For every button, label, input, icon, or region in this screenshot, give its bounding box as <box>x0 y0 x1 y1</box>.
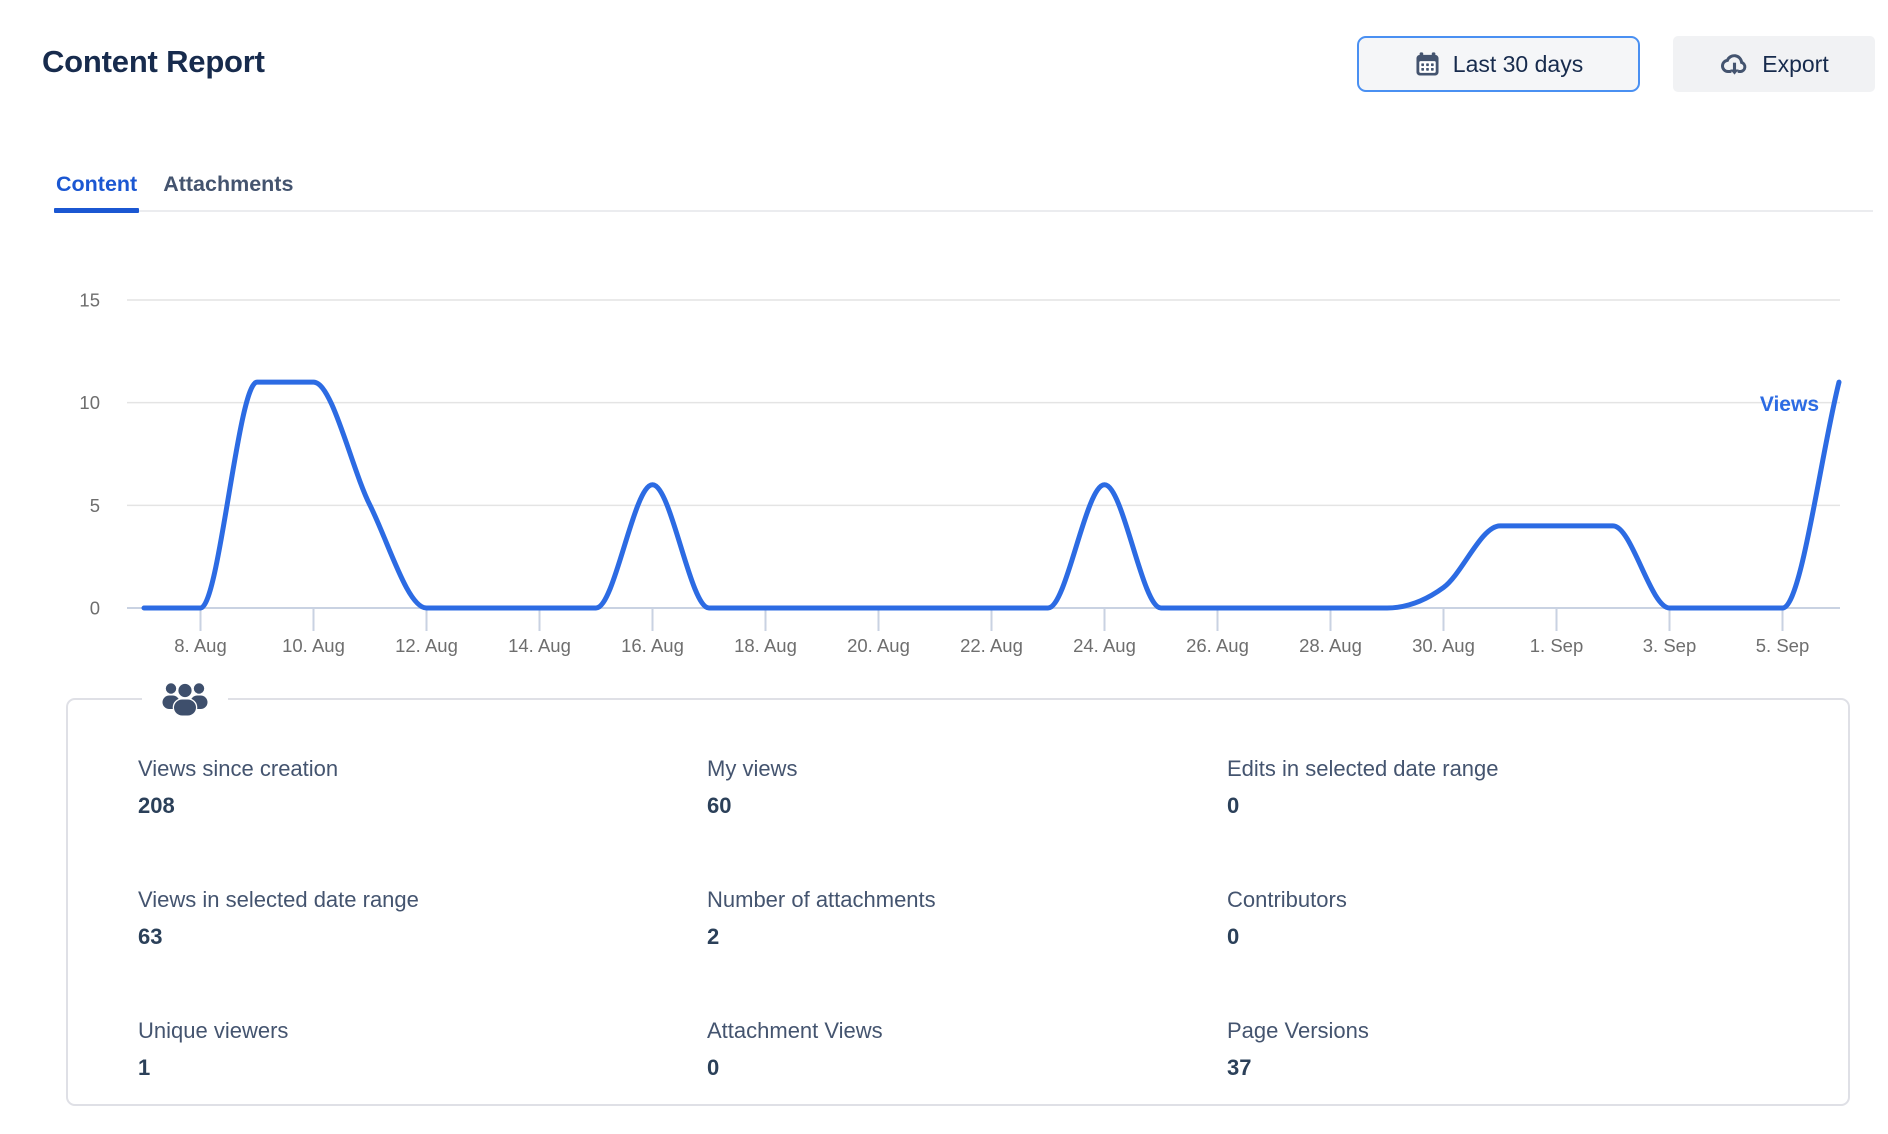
stat-label: Contributors <box>1227 887 1347 912</box>
people-group-icon <box>161 680 209 718</box>
views-line-chart: 0 5 10 15 8. Aug 10. Aug 12. Aug 14. Aug 16. Aug… <box>79 289 1842 656</box>
stat-contributors: Contributors 0 <box>1227 886 1808 952</box>
x-axis-tick-label: 14. Aug <box>508 635 571 656</box>
stat-value: 60 <box>707 793 732 818</box>
header-actions: Last 30 days Export <box>1357 36 1875 92</box>
x-axis-tick-label: 24. Aug <box>1073 635 1136 656</box>
date-range-label: Last 30 days <box>1452 50 1584 77</box>
stat-label: Page Versions <box>1227 1018 1369 1043</box>
x-axis-tick-label: 26. Aug <box>1186 635 1249 656</box>
stat-label: Edits in selected date range <box>1227 756 1499 781</box>
x-axis-tick-label: 8. Aug <box>174 635 226 656</box>
stat-value: 0 <box>1227 793 1240 818</box>
date-range-button[interactable]: Last 30 days <box>1357 36 1640 92</box>
tab-attachments[interactable]: Attachments <box>163 172 294 196</box>
tab-content[interactable]: Content <box>53 172 140 213</box>
x-axis-tick-label: 16. Aug <box>621 635 684 656</box>
y-axis-tick-label: 10 <box>79 392 100 413</box>
x-axis-tick-label: 5. Sep <box>1756 635 1810 656</box>
stat-label: Unique viewers <box>138 1018 289 1043</box>
y-axis-tick-label: 15 <box>79 289 100 310</box>
x-axis-tick-label: 3. Sep <box>1643 635 1697 656</box>
y-axis-tick-label: 0 <box>90 597 100 618</box>
stat-value: 208 <box>138 793 175 818</box>
stat-value: 2 <box>707 924 720 949</box>
stat-label: My views <box>707 756 798 781</box>
y-axis-tick-label: 5 <box>90 495 100 516</box>
x-axis-tick-label: 18. Aug <box>734 635 797 656</box>
x-axis-tick-label: 20. Aug <box>847 635 910 656</box>
panel-icon-holder <box>142 669 228 729</box>
stats-panel: Views since creation 208 My views 60 Edi… <box>66 669 1850 1106</box>
stat-label: Attachment Views <box>707 1018 883 1043</box>
stat-my-views: My views 60 <box>707 755 1227 821</box>
stat-value: 37 <box>1227 1055 1252 1080</box>
x-axis-tick-label: 1. Sep <box>1530 635 1584 656</box>
tabs: Content Attachments <box>53 172 1873 213</box>
cloud-download-icon <box>1719 49 1750 80</box>
stat-views-in-range: Views in selected date range 63 <box>138 886 707 952</box>
stat-value: 0 <box>1227 924 1240 949</box>
x-axis-tick-label: 30. Aug <box>1412 635 1475 656</box>
views-series-line <box>141 379 1842 611</box>
stat-value: 63 <box>138 924 163 949</box>
tabs-bar: Content Attachments <box>53 172 1873 213</box>
stat-value: 0 <box>707 1055 720 1080</box>
stat-label: Views in selected date range <box>138 887 419 912</box>
stat-edits-in-range: Edits in selected date range 0 <box>1227 755 1808 821</box>
export-label: Export <box>1762 50 1829 77</box>
x-axis-tick-label: 22. Aug <box>960 635 1023 656</box>
export-button[interactable]: Export <box>1673 36 1875 92</box>
stat-number-of-attachments: Number of attachments 2 <box>707 886 1227 952</box>
stat-page-versions: Page Versions 37 <box>1227 1017 1808 1083</box>
calendar-icon <box>1414 51 1441 78</box>
stat-label: Number of attachments <box>707 887 936 912</box>
x-axis-tick-label: 12. Aug <box>395 635 458 656</box>
x-axis-tick-label: 10. Aug <box>282 635 345 656</box>
stat-unique-viewers: Unique viewers 1 <box>138 1017 707 1083</box>
page-title: Content Report <box>42 44 265 79</box>
stat-value: 1 <box>138 1055 151 1080</box>
stat-label: Views since creation <box>138 756 339 781</box>
stats-grid: Views since creation 208 My views 60 Edi… <box>138 755 1808 1083</box>
stat-views-since-creation: Views since creation 208 <box>138 755 707 821</box>
stat-attachment-views: Attachment Views 0 <box>707 1017 1227 1083</box>
series-legend-views: Views <box>1760 393 1819 416</box>
x-axis-tick-label: 28. Aug <box>1299 635 1362 656</box>
